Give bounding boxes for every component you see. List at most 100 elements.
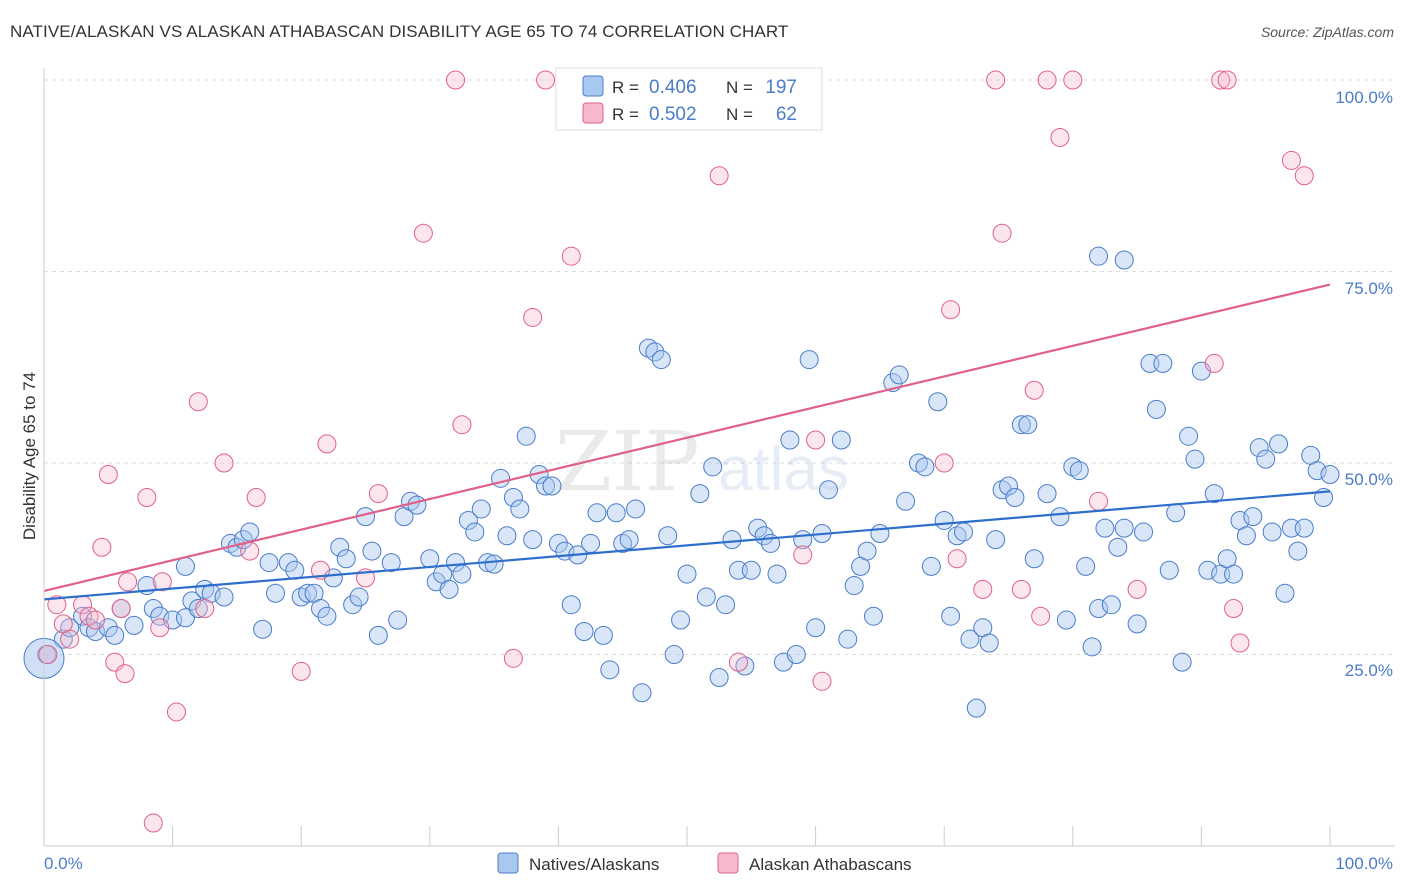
data-point-alaskan-athabascans <box>728 652 748 672</box>
data-point-natives-alaskans <box>1095 518 1115 538</box>
data-point-natives-alaskans <box>124 615 144 635</box>
data-point-alaskan-athabascans <box>38 645 58 664</box>
data-point-natives-alaskans <box>214 587 234 607</box>
data-point-natives-alaskans <box>1089 246 1109 266</box>
data-point-natives-alaskans <box>175 608 195 628</box>
data-point-natives-alaskans <box>677 564 697 584</box>
legend-swatch-blue <box>582 75 604 97</box>
data-point-alaskan-athabascans <box>986 70 1006 90</box>
legend-n-blue: 197 <box>765 77 797 98</box>
data-point-natives-alaskans <box>606 503 626 523</box>
data-point-alaskan-athabascans <box>812 671 832 691</box>
data-point-natives-alaskans <box>1037 484 1057 504</box>
stats-legend: R = 0.406 N = 197 R = 0.502 N = 62 <box>555 67 823 131</box>
data-point-natives-alaskans <box>420 549 440 569</box>
data-point-natives-alaskans <box>53 629 73 649</box>
data-point-alaskan-athabascans <box>413 223 433 243</box>
series-alaskan-athabascans <box>38 70 1314 833</box>
data-point-natives-alaskans <box>619 530 639 550</box>
data-point-natives-alaskans <box>407 495 427 515</box>
data-point-natives-alaskans <box>542 476 562 496</box>
data-point-alaskan-athabascans <box>317 434 337 454</box>
data-point-natives-alaskans <box>889 365 909 385</box>
data-point-alaskan-athabascans <box>240 541 260 561</box>
data-point-natives-alaskans <box>143 599 163 619</box>
data-point-natives-alaskans <box>362 541 382 561</box>
legend-swatch-pink <box>582 102 604 124</box>
data-point-natives-alaskans <box>439 579 459 599</box>
legend-r-pink: 0.502 <box>649 104 697 125</box>
data-point-natives-alaskans <box>1108 537 1128 557</box>
data-point-alaskan-athabascans <box>85 610 105 630</box>
bottom-legend-swatch-blue <box>497 852 519 874</box>
bottom-legend-label-blue: Natives/Alaskans <box>529 855 659 874</box>
data-point-alaskan-athabascans <box>503 648 523 668</box>
data-point-natives-alaskans <box>953 522 973 542</box>
data-point-natives-alaskans <box>523 530 543 550</box>
data-point-alaskan-athabascans <box>452 415 472 435</box>
data-point-alaskan-athabascans <box>709 166 729 186</box>
y-tick-100: 100.0% <box>1335 88 1393 107</box>
data-point-natives-alaskans <box>1018 415 1038 435</box>
data-point-natives-alaskans <box>960 629 980 649</box>
data-point-natives-alaskans <box>1256 449 1276 469</box>
data-point-natives-alaskans <box>1114 250 1134 270</box>
data-point-alaskan-athabascans <box>246 487 266 507</box>
data-point-natives-alaskans <box>966 698 986 718</box>
y-axis-label: Disability Age 65 to 74 <box>20 372 39 540</box>
data-point-alaskan-athabascans <box>793 545 813 565</box>
data-point-natives-alaskans <box>516 426 536 446</box>
data-point-natives-alaskans <box>915 457 935 477</box>
data-point-natives-alaskans <box>780 430 800 450</box>
data-point-natives-alaskans <box>870 523 890 543</box>
data-point-natives-alaskans <box>767 564 787 584</box>
data-point-alaskan-athabascans <box>98 464 118 484</box>
data-point-alaskan-athabascans <box>166 702 186 722</box>
data-point-natives-alaskans <box>484 554 504 574</box>
data-point-natives-alaskans <box>240 522 260 542</box>
data-point-natives-alaskans <box>696 587 716 607</box>
data-point-natives-alaskans <box>593 625 613 645</box>
watermark-zip: ZIP <box>555 415 700 510</box>
data-point-natives-alaskans <box>574 622 594 642</box>
data-point-natives-alaskans <box>1056 610 1076 630</box>
data-point-natives-alaskans <box>1275 583 1295 603</box>
data-point-alaskan-athabascans <box>195 599 215 619</box>
data-point-alaskan-athabascans <box>1281 150 1301 170</box>
data-point-natives-alaskans <box>1069 461 1089 481</box>
data-point-alaskan-athabascans <box>1024 380 1044 400</box>
data-point-alaskan-athabascans <box>1294 166 1314 186</box>
data-point-natives-alaskans <box>1262 522 1282 542</box>
data-point-natives-alaskans <box>799 350 819 370</box>
data-point-natives-alaskans <box>703 457 723 477</box>
data-point-alaskan-athabascans <box>1230 633 1250 653</box>
data-point-natives-alaskans <box>388 610 408 630</box>
data-point-natives-alaskans <box>1024 549 1044 569</box>
data-point-natives-alaskans <box>838 629 858 649</box>
data-point-natives-alaskans <box>1146 399 1166 419</box>
data-point-natives-alaskans <box>600 660 620 680</box>
trend-lines <box>43 283 1331 601</box>
data-point-alaskan-athabascans <box>143 813 163 833</box>
data-point-natives-alaskans <box>188 599 208 619</box>
data-point-alaskan-athabascans <box>115 664 135 684</box>
data-point-alaskan-athabascans <box>1050 127 1070 147</box>
data-point-alaskan-athabascans <box>1037 70 1057 90</box>
data-point-natives-alaskans <box>349 587 369 607</box>
data-point-alaskan-athabascans <box>1031 606 1051 626</box>
legend-r-label-blue: R = <box>612 78 639 97</box>
data-point-natives-alaskans <box>645 342 665 362</box>
data-point-natives-alaskans <box>497 526 517 546</box>
data-point-natives-alaskans <box>999 476 1018 496</box>
data-point-natives-alaskans <box>709 667 729 687</box>
data-point-natives-alaskans <box>381 553 401 573</box>
data-point-alaskan-athabascans <box>446 70 466 90</box>
trend-line-natives-alaskans <box>43 490 1331 601</box>
data-point-natives-alaskans <box>986 530 1006 550</box>
data-point-natives-alaskans <box>979 633 999 653</box>
data-point-alaskan-athabascans <box>111 599 131 619</box>
data-point-natives-alaskans <box>664 645 684 664</box>
data-point-natives-alaskans <box>1179 426 1199 446</box>
data-point-natives-alaskans <box>1204 484 1224 504</box>
